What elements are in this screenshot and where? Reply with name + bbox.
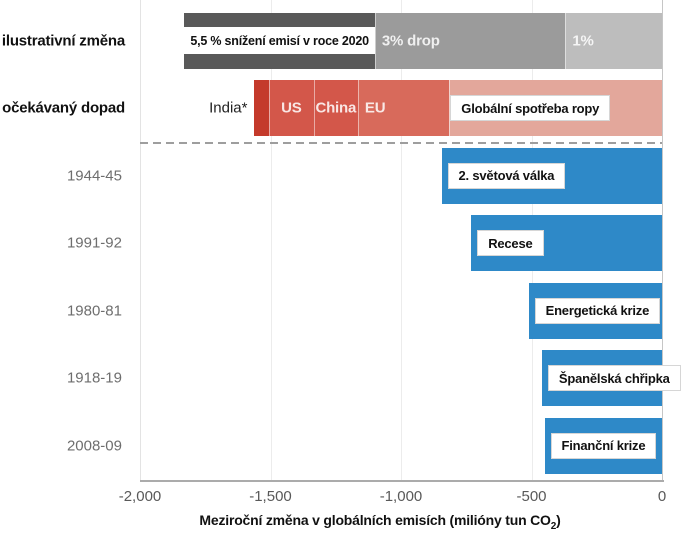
annotation-1944-45: 2. světová válka xyxy=(447,162,566,189)
category-label-1980-81: 1980-81 xyxy=(66,302,122,319)
gridline--2,000 xyxy=(140,0,141,480)
gridline--1,500 xyxy=(270,0,272,480)
bar-label-inline: EU xyxy=(364,99,386,117)
annotation-2008-09: Finanční krize xyxy=(550,432,657,459)
bar-label-inline: 1% xyxy=(572,32,594,49)
bar-segment-ilustrativni-zmena-3 xyxy=(565,12,662,69)
annotation-1918-19: Španělská chřipka xyxy=(547,365,681,391)
bar-segment-ocekavany-dopad-1 xyxy=(253,80,270,136)
bar-segment-ocekavany-dopad-3 xyxy=(313,80,358,136)
x-axis-line xyxy=(140,480,664,482)
annotation-1980-81: Energetická krize xyxy=(534,297,661,324)
x-axis-title: Meziroční změna v globálních emisích (mi… xyxy=(199,512,560,532)
bar-label-inline: China xyxy=(315,99,357,117)
bar-segment-ilustrativni-zmena-2 xyxy=(374,12,566,69)
divider-dashed-line xyxy=(140,142,662,144)
x-axis-title-close: ) xyxy=(556,512,561,528)
category-label-ilustrativni-zmena: ilustrativní změna xyxy=(1,32,125,49)
annotation-1991-92: Recese xyxy=(477,230,544,256)
bar-label-box: Globální spotřeba ropy xyxy=(450,95,611,121)
bar-segment-ocekavany-dopad-2 xyxy=(269,80,314,136)
x-tick--500: -500 xyxy=(516,488,547,505)
bar-label-outside: India* xyxy=(209,99,248,117)
category-label-1991-92: 1991-92 xyxy=(66,234,122,252)
gridline--1,000 xyxy=(401,0,402,480)
gridline-0 xyxy=(662,0,663,480)
x-tick-0: 0 xyxy=(657,488,667,505)
category-label-2008-09: 2008-09 xyxy=(66,437,122,454)
bar-label-inline: US xyxy=(281,99,302,117)
x-tick--2,000: -2,000 xyxy=(118,488,162,505)
category-label-ocekavany-dopad: očekávaný dopad xyxy=(2,99,125,117)
category-label-1918-19: 1918-19 xyxy=(66,369,122,387)
category-label-1944-45: 1944-45 xyxy=(66,167,122,184)
bar-label-box: 5,5 % snížení emisí v roce 2020 xyxy=(184,27,375,54)
x-axis-title-text: Meziroční změna v globálních emisích (mi… xyxy=(199,512,551,528)
bar-label-inline: 3% drop xyxy=(381,32,440,49)
x-axis-title-subscript: 2 xyxy=(550,520,557,532)
x-tick--1,000: -1,000 xyxy=(379,488,423,505)
x-tick--1,500: -1,500 xyxy=(249,488,292,505)
bar-segment-ocekavany-dopad-4 xyxy=(357,80,450,136)
